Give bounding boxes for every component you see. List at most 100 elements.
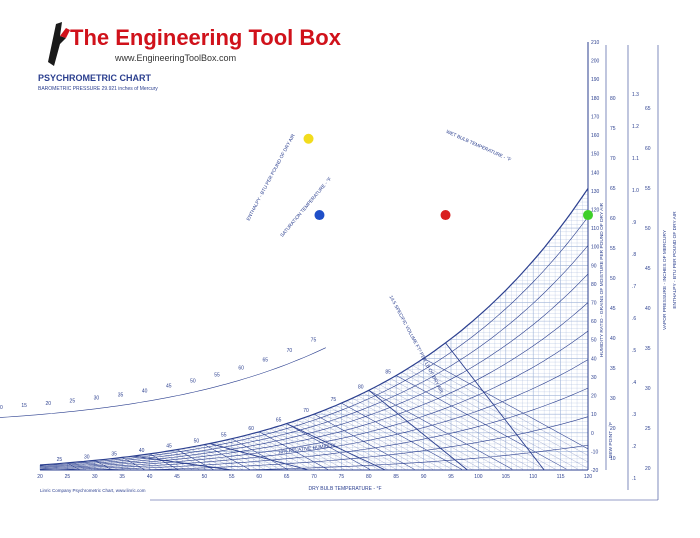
wet-bulb-line <box>100 459 119 470</box>
wet-bulb-line <box>248 434 312 470</box>
marker-green <box>583 210 593 221</box>
specific-volume-line <box>445 342 545 471</box>
vapor-pressure-tick-label: 1.0 <box>632 188 639 194</box>
enthalpy-tick-label: 70 <box>287 348 293 354</box>
wet-bulb-line <box>242 435 304 470</box>
wet-bulb-line <box>94 460 113 471</box>
vapor-pressure-tick-label: .3 <box>632 412 636 418</box>
x-tick-label: 90 <box>421 474 427 480</box>
wet-bulb-line <box>89 460 106 470</box>
enthalpy-right-tick-label: 35 <box>645 346 651 352</box>
saturation-temp-label: 45 <box>166 444 172 450</box>
y-tick-label: 200 <box>591 59 600 65</box>
vapor-pressure-tick-label: .8 <box>632 252 636 258</box>
y-axis-label-enthalpy-right: ENTHALPY - BTU PER POUND OF DRY AIR <box>672 211 678 309</box>
wet-bulb-line <box>302 418 397 470</box>
marker-yellow <box>303 133 314 144</box>
wet-bulb-line <box>111 458 132 470</box>
wet-bulb-line <box>341 402 462 470</box>
y-tick-label: 160 <box>591 133 600 139</box>
enthalpy-right-tick-label: 25 <box>645 426 651 432</box>
wet-bulb-line <box>374 387 523 470</box>
x-tick-label: 65 <box>284 474 290 480</box>
wet-bulb-line <box>193 446 236 470</box>
enthalpy-right-tick-label: 40 <box>645 306 651 312</box>
wet-bulb-line <box>67 462 81 471</box>
wet-bulb-line <box>165 451 200 470</box>
wet-bulb-line <box>297 419 388 470</box>
chart-subtitle: BAROMETRIC PRESSURE 29.921 inches of Mer… <box>38 86 158 92</box>
enthalpy-right-tick-label: 55 <box>645 186 651 192</box>
rh-curve <box>39 273 589 468</box>
wet-bulb-line <box>418 361 589 456</box>
y-axis-label-vapor-pressure: VAPOR PRESSURE - INCHES OF MERCURY <box>662 229 668 330</box>
enthalpy-tick-label: 75 <box>311 338 317 344</box>
x-tick-label: 75 <box>339 474 345 480</box>
vapor-pressure-tick-label: .2 <box>632 444 636 450</box>
saturation-temp-label: 50 <box>194 439 200 445</box>
enthalpy-right-tick-label: 45 <box>645 266 651 272</box>
y-tick-label: 80 <box>591 282 597 288</box>
enthalpy-right-tick-label: 65 <box>645 106 651 112</box>
wet-bulb-line <box>401 372 578 470</box>
vapor-pressure-tick-label: 1.3 <box>632 92 639 98</box>
tool-icon <box>48 22 70 66</box>
enthalpy-right-tick-label: 20 <box>645 466 651 472</box>
enthalpy-tick-label: 40 <box>142 388 148 394</box>
dew-point-tick-label: 20 <box>610 426 616 432</box>
wet-bulb-line <box>116 457 139 470</box>
wet-bulb-line <box>264 430 337 470</box>
enthalpy-tick-label: 45 <box>166 384 172 390</box>
specific-volume-line <box>368 389 468 471</box>
y-tick-label: 190 <box>591 77 600 83</box>
wet-bulb-line <box>390 378 556 470</box>
vapor-pressure-tick-label: .4 <box>632 380 636 386</box>
axes <box>40 42 659 501</box>
enthalpy-scale: 10 15 20 25 30 35 40 45 50 55 60 65 70 75 <box>0 338 326 418</box>
wet-bulb-line <box>324 409 434 470</box>
wet-bulb-line <box>319 411 424 470</box>
wet-bulb-line <box>396 375 567 470</box>
vapor-pressure-tick-label: .9 <box>632 220 636 226</box>
enthalpy-tick-label: 20 <box>45 401 51 407</box>
wet-bulb-line <box>105 459 126 470</box>
specific-volume-lines <box>133 342 545 471</box>
wet-bulb-line <box>292 421 379 470</box>
saturation-temp-label: 75 <box>331 397 337 403</box>
enthalpy-tick-label: 15 <box>21 403 27 409</box>
enthalpy-tick-label: 30 <box>94 396 100 402</box>
x-tick-label: 35 <box>119 474 125 480</box>
y-tick-label: 170 <box>591 114 600 120</box>
vapor-pressure-tick-label: .1 <box>632 476 636 482</box>
y-tick-label: 70 <box>591 301 597 307</box>
wet-bulb-line <box>286 423 371 470</box>
y-tick-label: -20 <box>591 468 598 474</box>
x-tick-label: 95 <box>448 474 454 480</box>
x-tick-label: 60 <box>256 474 262 480</box>
enthalpy-tick-label: 60 <box>238 365 244 371</box>
saturation-temp-label: 30 <box>84 454 90 460</box>
y-tick-label: 110 <box>591 226 599 232</box>
enthalpy-right-tick-label: 50 <box>645 226 651 232</box>
dew-point-tick-label: 40 <box>610 336 616 342</box>
wet-bulb-label: WET BULB TEMPERATURE - °F <box>445 129 512 163</box>
wet-bulb-line <box>127 456 152 470</box>
enthalpy-tick-label: 25 <box>70 399 76 405</box>
saturation-temp-label: 60 <box>248 426 254 432</box>
wet-bulb-line <box>313 413 415 470</box>
dew-point-tick-label: 30 <box>610 396 616 402</box>
enthalpy-right-tick-label: 30 <box>645 386 651 392</box>
right-scales: 10 20 30 35 40 45 50 55 60 65 70 75 80 .1 .2 .3 .4 .5 .6 .7… <box>610 92 651 482</box>
vapor-pressure-tick-label: .6 <box>632 316 636 322</box>
x-tick-label: 80 <box>366 474 372 480</box>
enthalpy-tick-label: 35 <box>118 392 124 398</box>
x-tick-label: 115 <box>557 474 565 480</box>
vapor-pressure-tick-label: .5 <box>632 348 636 354</box>
enthalpy-right-tick-label: 60 <box>645 146 651 152</box>
y-tick-label: 50 <box>591 338 597 344</box>
specific-volume-line <box>209 443 309 471</box>
vapor-pressure-tick-label: 1.1 <box>632 156 639 162</box>
rh-curve <box>39 245 589 467</box>
y-tick-label: 210 <box>591 40 600 46</box>
